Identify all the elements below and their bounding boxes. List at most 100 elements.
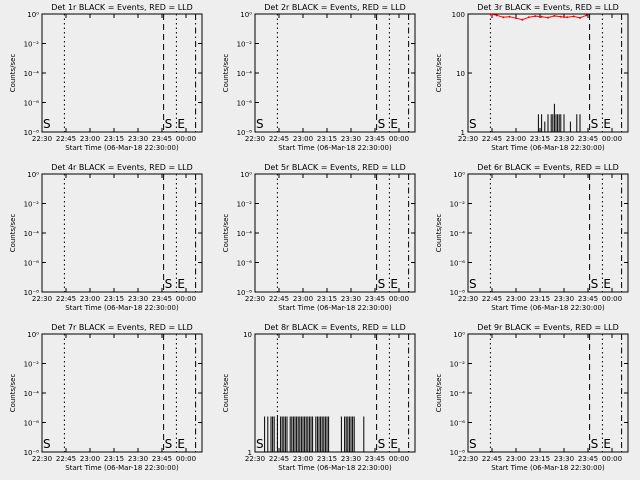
lld-point <box>566 16 569 19</box>
x-tick-label: 00:00 <box>602 455 622 463</box>
start-marker: S <box>378 117 386 131</box>
panel-title: Det 1r BLACK = Events, RED = LLD <box>51 3 193 12</box>
x-tick-label: 23:00 <box>80 135 100 143</box>
x-tick-label: 22:45 <box>56 455 76 463</box>
x-tick-label: 23:30 <box>341 455 361 463</box>
x-tick-label: 22:45 <box>269 455 289 463</box>
x-tick-label: 00:00 <box>389 135 409 143</box>
start-marker: S <box>469 117 477 131</box>
y-tick-label: 10⁰ <box>240 171 252 179</box>
y-tick-label: 10⁻⁸ <box>24 449 40 457</box>
lld-point <box>521 18 524 21</box>
start-marker: S <box>378 277 386 291</box>
y-tick-label: 10⁻⁶ <box>24 260 40 268</box>
y-tick-label: 10⁻⁴ <box>24 390 40 398</box>
x-axis-label: Start Time (06-Mar-18 22:30:00) <box>65 144 179 152</box>
x-tick-label: 23:45 <box>365 295 385 303</box>
lld-point <box>579 16 581 19</box>
y-tick-label: 10⁻² <box>24 41 40 49</box>
x-tick-label: 23:15 <box>317 455 337 463</box>
x-tick-label: 22:45 <box>269 135 289 143</box>
y-tick-label: 10 <box>456 70 465 78</box>
x-tick-label: 23:15 <box>530 295 550 303</box>
panel-title: Det 2r BLACK = Events, RED = LLD <box>264 3 406 12</box>
x-tick-label: 00:00 <box>176 135 196 143</box>
panel-title: Det 6r BLACK = Events, RED = LLD <box>477 163 619 172</box>
x-tick-label: 23:15 <box>530 135 550 143</box>
y-tick-label: 10⁻² <box>450 361 466 369</box>
end-marker: E <box>603 277 611 291</box>
plot-frame <box>41 173 203 293</box>
y-tick-label: 10⁻⁴ <box>450 230 466 238</box>
x-tick-label: 00:00 <box>176 455 196 463</box>
x-tick-label: 23:15 <box>317 135 337 143</box>
y-axis-label: Counts/sec <box>9 214 17 253</box>
x-tick-label: 22:30 <box>245 135 265 143</box>
lld-point <box>527 16 530 19</box>
x-tick-label: 23:00 <box>80 455 100 463</box>
y-tick-label: 10⁻⁶ <box>450 420 466 428</box>
lld-point <box>502 16 505 19</box>
y-tick-label: 10⁻⁴ <box>24 70 40 78</box>
y-tick-label: 10⁻⁶ <box>237 260 253 268</box>
plot-frame <box>254 13 416 133</box>
lld-point <box>559 15 562 18</box>
y-tick-label: 10⁻⁸ <box>450 449 466 457</box>
x-axis-label: Start Time (06-Mar-18 22:30:00) <box>278 144 392 152</box>
start-marker: S <box>165 437 173 451</box>
end-marker: E <box>177 117 185 131</box>
start-marker: S <box>591 277 599 291</box>
y-axis-label: Counts/sec <box>222 54 230 93</box>
x-tick-label: 23:45 <box>152 455 172 463</box>
y-tick-label: 10⁻⁴ <box>237 70 253 78</box>
x-axis-label: Start Time (06-Mar-18 22:30:00) <box>278 464 392 472</box>
x-tick-label: 23:45 <box>365 455 385 463</box>
x-tick-label: 22:30 <box>245 455 265 463</box>
y-axis-label: Counts/sec <box>9 54 17 93</box>
x-tick-label: 00:00 <box>602 135 622 143</box>
end-marker: E <box>390 437 398 451</box>
lld-point <box>534 15 537 18</box>
y-tick-label: 10⁻⁸ <box>24 129 40 137</box>
x-tick-label: 22:45 <box>482 295 502 303</box>
start-marker: S <box>256 117 264 131</box>
panel-title: Det 7r BLACK = Events, RED = LLD <box>51 323 193 332</box>
x-tick-label: 23:15 <box>104 295 124 303</box>
y-tick-label: 10⁻⁶ <box>24 420 40 428</box>
lld-series-line <box>490 13 587 21</box>
y-tick-label: 10⁻⁶ <box>24 100 40 108</box>
y-axis-label: Counts/sec <box>222 214 230 253</box>
y-tick-label: 10⁻⁴ <box>450 390 466 398</box>
x-tick-label: 23:15 <box>530 455 550 463</box>
x-tick-label: 23:00 <box>506 455 526 463</box>
plot-frame <box>254 173 416 293</box>
y-tick-label: 10⁰ <box>240 11 252 19</box>
x-tick-label: 23:00 <box>506 295 526 303</box>
plot-frame <box>41 333 203 453</box>
x-tick-label: 22:30 <box>32 295 52 303</box>
x-tick-label: 23:00 <box>293 135 313 143</box>
x-tick-label: 23:30 <box>554 455 574 463</box>
x-tick-label: 23:30 <box>128 295 148 303</box>
x-tick-label: 23:30 <box>341 135 361 143</box>
panel-title: Det 9r BLACK = Events, RED = LLD <box>477 323 619 332</box>
lld-point <box>572 15 575 18</box>
x-tick-label: 22:30 <box>32 455 52 463</box>
y-tick-label: 10⁰ <box>453 171 465 179</box>
y-tick-label: 10⁰ <box>27 331 39 339</box>
y-tick-label: 10⁻⁶ <box>450 260 466 268</box>
panel-title: Det 3r BLACK = Events, RED = LLD <box>477 3 619 12</box>
panel-det-4: Det 4r BLACK = Events, RED = LLD 10⁻⁸ 10⁻⁶… <box>9 163 203 312</box>
x-tick-label: 23:00 <box>80 295 100 303</box>
x-tick-label: 22:45 <box>56 295 76 303</box>
y-tick-label: 10⁻⁸ <box>237 129 253 137</box>
end-marker: E <box>603 437 611 451</box>
y-tick-label: 1 <box>461 129 465 137</box>
start-marker: S <box>591 437 599 451</box>
y-tick-label: 10 <box>243 331 252 339</box>
start-marker: S <box>165 117 173 131</box>
y-tick-label: 10⁻⁸ <box>450 289 466 297</box>
x-tick-label: 23:15 <box>104 455 124 463</box>
x-tick-label: 23:45 <box>365 135 385 143</box>
panel-title: Det 4r BLACK = Events, RED = LLD <box>51 163 193 172</box>
